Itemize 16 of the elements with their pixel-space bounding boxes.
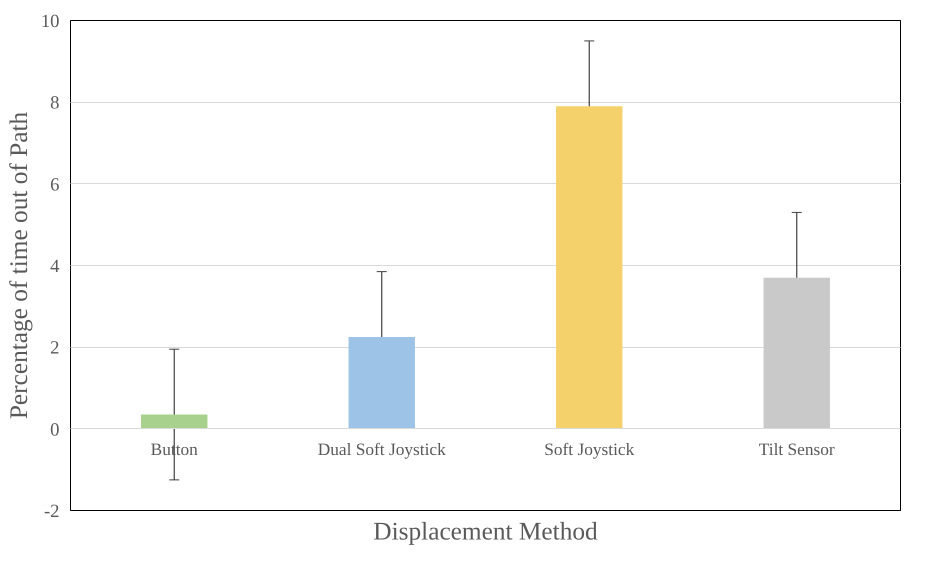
y-tick-label: 10	[40, 11, 60, 32]
y-tick-label: 0	[50, 419, 60, 440]
y-tick-label: -2	[44, 501, 60, 522]
x-tick-label: Soft Joystick	[544, 440, 635, 459]
x-axis-title: Displacement Method	[373, 518, 598, 546]
y-tick-label: 2	[50, 338, 60, 359]
bar	[348, 336, 415, 429]
y-axis-title: Percentage of time out of Path	[4, 111, 33, 420]
x-tick-label: Tilt Sensor	[758, 440, 835, 459]
y-tick-label: 8	[50, 92, 60, 114]
bar	[141, 414, 208, 429]
bar	[764, 278, 830, 429]
x-tick-label: Dual Soft Joystick	[318, 440, 446, 459]
bar	[556, 106, 622, 429]
y-tick-label: 6	[50, 174, 60, 196]
y-tick-label: 4	[50, 256, 60, 277]
